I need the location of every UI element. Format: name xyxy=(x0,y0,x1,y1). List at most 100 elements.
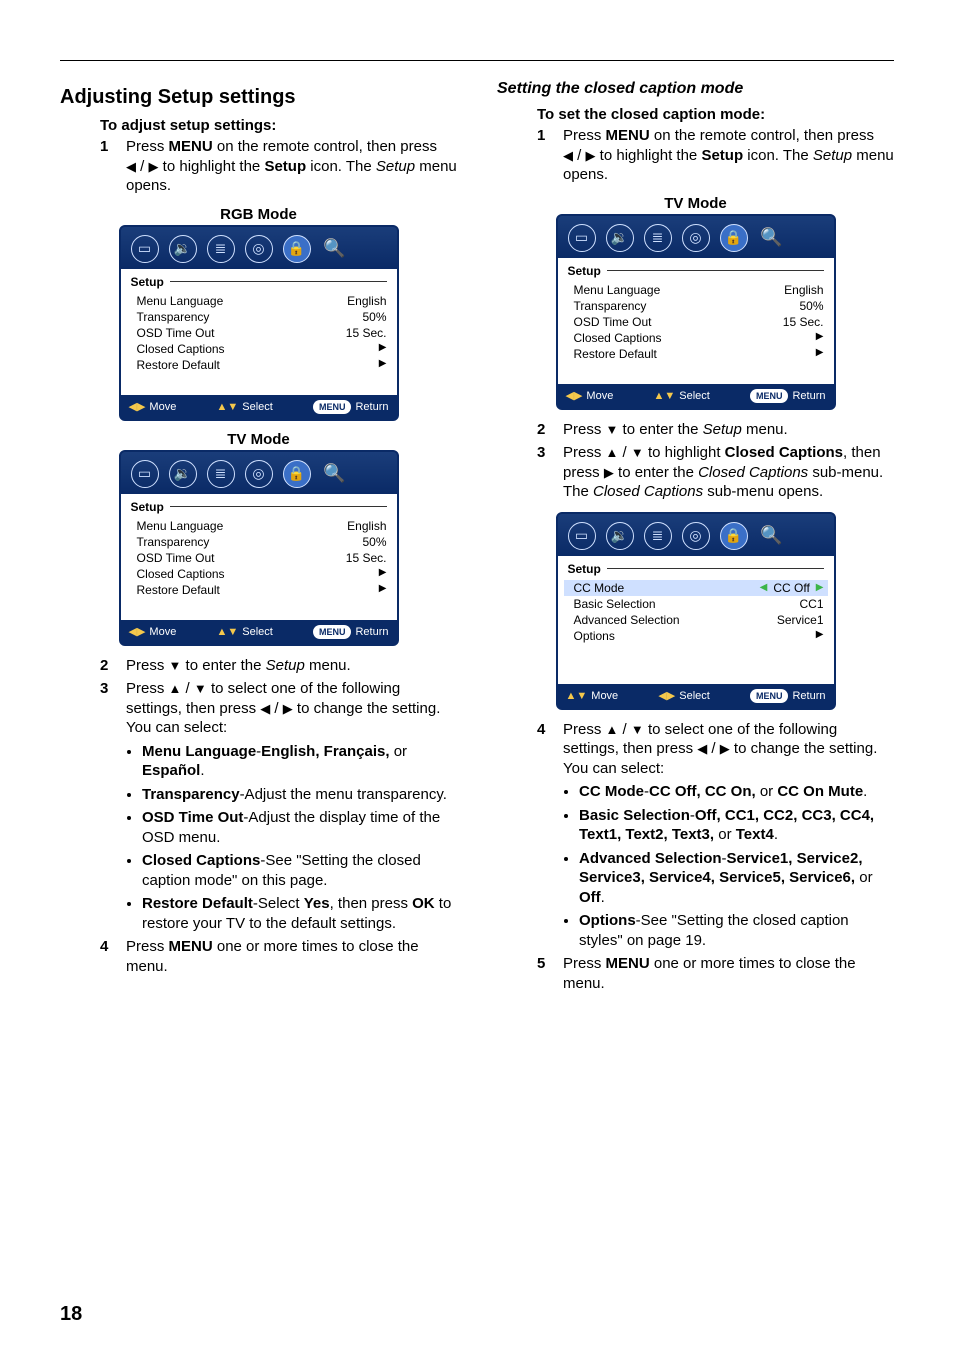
text: or xyxy=(390,743,408,760)
osd-row: Transparency50% xyxy=(131,534,387,550)
osd-row-value: CC Off xyxy=(773,581,809,595)
osd-row: Transparency50% xyxy=(568,298,824,314)
left-bullets: Menu Language-English, Français, or Espa… xyxy=(142,742,457,934)
osd-body: Setup CC Mode ◀CC Off▶ Basic SelectionCC… xyxy=(558,556,834,684)
text: Press xyxy=(563,721,606,738)
setup-icon: 🔒 xyxy=(283,460,311,488)
text: to enter the xyxy=(181,657,265,674)
text: to highlight the xyxy=(596,147,702,164)
osd-row-label: OSD Time Out xyxy=(137,551,215,565)
menu-key: MENU xyxy=(169,938,213,955)
bullet-bold: English, Français, xyxy=(261,743,389,760)
osd-row: Restore Default▶ xyxy=(568,346,824,362)
osd-row: Closed Captions▶ xyxy=(131,341,387,357)
osd-row-label: Restore Default xyxy=(137,583,220,597)
osd-footer-select: ▲▼Select xyxy=(216,626,272,638)
search-icon: 🔍 xyxy=(758,522,786,550)
text: . xyxy=(774,826,778,843)
osd-row-value: English xyxy=(784,283,823,297)
bullet-bold: Restore Default xyxy=(142,895,253,912)
text: . xyxy=(863,783,867,800)
menu-pill: MENU xyxy=(750,389,789,403)
cc-italic: Closed Captions xyxy=(593,483,703,500)
arrow-right-icon: ▶ xyxy=(816,347,824,361)
text: Press xyxy=(563,955,606,972)
text: menu. xyxy=(305,657,351,674)
picture-icon: ▭ xyxy=(131,460,159,488)
parental-icon: ◎ xyxy=(245,235,273,263)
osd-row: OSD Time Out15 Sec. xyxy=(131,325,387,341)
osd-row: Closed Captions▶ xyxy=(568,330,824,346)
setup-bold: Setup xyxy=(701,147,743,164)
text: Press xyxy=(563,421,606,438)
osd-row: OSD Time Out 15 Sec. xyxy=(131,550,387,566)
right-icon: ▶ xyxy=(604,466,614,479)
osd-row-label: OSD Time Out xyxy=(574,315,652,329)
lr-icon: ◀▶ xyxy=(658,689,675,702)
left-step-4: 4 Press MENU one or more times to close … xyxy=(100,937,457,976)
arrow-right-icon: ▶ xyxy=(816,582,824,593)
osd-title-row: Setup xyxy=(568,562,824,576)
osd-icon-row: ▭ 🔉 ≣ ◎ 🔒 🔍 xyxy=(558,514,834,556)
osd-row: Options▶ xyxy=(568,628,824,644)
channel-icon: ≣ xyxy=(207,235,235,263)
right-step-5: 5 Press MENU one or more times to close … xyxy=(537,954,894,993)
osd-title-line xyxy=(607,568,824,569)
menu-key: MENU xyxy=(606,127,650,144)
osd-footer-select-label: Select xyxy=(679,390,710,402)
setup-italic: Setup xyxy=(813,147,852,164)
text: Press xyxy=(563,444,606,461)
text: to highlight the xyxy=(159,158,265,175)
left-step-2: 2 Press ▼ to enter the Setup menu. xyxy=(100,656,457,676)
menu-pill: MENU xyxy=(313,400,352,414)
osd-row-label: Advanced Selection xyxy=(574,613,680,627)
osd-title-row: Setup xyxy=(131,275,387,289)
text: -Adjust the menu transparency. xyxy=(240,786,447,803)
osd-title: Setup xyxy=(131,500,164,514)
osd-footer-move-label: Move xyxy=(149,626,176,638)
bullet-item: CC Mode-CC Off, CC On, or CC On Mute. xyxy=(579,782,894,802)
right-heading: Setting the closed caption mode xyxy=(497,80,894,98)
setup-italic: Setup xyxy=(376,158,415,175)
osd-footer-return: MENUReturn xyxy=(750,389,826,403)
channel-icon: ≣ xyxy=(644,522,672,550)
osd-title: Setup xyxy=(131,275,164,289)
osd-row-value: Service1 xyxy=(777,613,824,627)
osd-footer-return: MENUReturn xyxy=(750,689,826,703)
text: to enter the xyxy=(618,421,702,438)
osd-row: Basic SelectionCC1 xyxy=(568,596,824,612)
bullet-bold: CC Mode xyxy=(579,783,644,800)
osd-title-line xyxy=(170,506,387,507)
bullet-item: Closed Captions-See "Setting the closed … xyxy=(142,851,457,890)
page-content: Adjusting Setup settings To adjust setup… xyxy=(60,80,894,1290)
bullet-bold: Off xyxy=(579,889,601,906)
arrow-right-icon: ▶ xyxy=(379,567,387,581)
lr-icon: ◀ / ▶ xyxy=(563,147,596,164)
left-step-1: 1 Press MENU on the remote control, then… xyxy=(100,137,457,196)
text: or xyxy=(714,826,736,843)
osd-icon-row: ▭ 🔉 ≣ ◎ 🔒 🔍 xyxy=(121,452,397,494)
text: -Select xyxy=(253,895,304,912)
osd-body: Setup Menu LanguageEnglish Transparency5… xyxy=(121,494,397,620)
osd-row-value: 15 Sec. xyxy=(346,551,387,565)
lr-icon: ◀ / ▶ xyxy=(697,740,730,757)
osd-body: Setup Menu LanguageEnglish Transparency5… xyxy=(121,269,397,395)
right-steps-2: 2 Press ▼ to enter the Setup menu. 3 Pre… xyxy=(537,420,894,502)
lr-icon: ◀ / ▶ xyxy=(260,700,293,717)
bullet-bold: Text4 xyxy=(736,826,774,843)
text: icon. The xyxy=(743,147,813,164)
text: . xyxy=(200,762,204,779)
audio-icon: 🔉 xyxy=(169,235,197,263)
osd-mode-label: TV Mode xyxy=(497,195,894,212)
top-rule xyxy=(60,60,894,61)
osd-footer-select: ◀▶Select xyxy=(658,689,710,702)
bullet-bold: OK xyxy=(412,895,435,912)
osd-row-label: Transparency xyxy=(574,299,647,313)
lr-icon: ◀ / ▶ xyxy=(126,158,159,175)
osd-mode-label: RGB Mode xyxy=(60,206,457,223)
osd-footer: ◀▶Move ▲▼Select MENUReturn xyxy=(558,384,834,408)
setup-italic: Setup xyxy=(703,421,742,438)
osd-panel: ▭ 🔉 ≣ ◎ 🔒 🔍 Setup CC Mode ◀CC Off▶ Basic… xyxy=(556,512,836,710)
menu-pill: MENU xyxy=(313,625,352,639)
arrow-right-icon: ▶ xyxy=(379,358,387,372)
